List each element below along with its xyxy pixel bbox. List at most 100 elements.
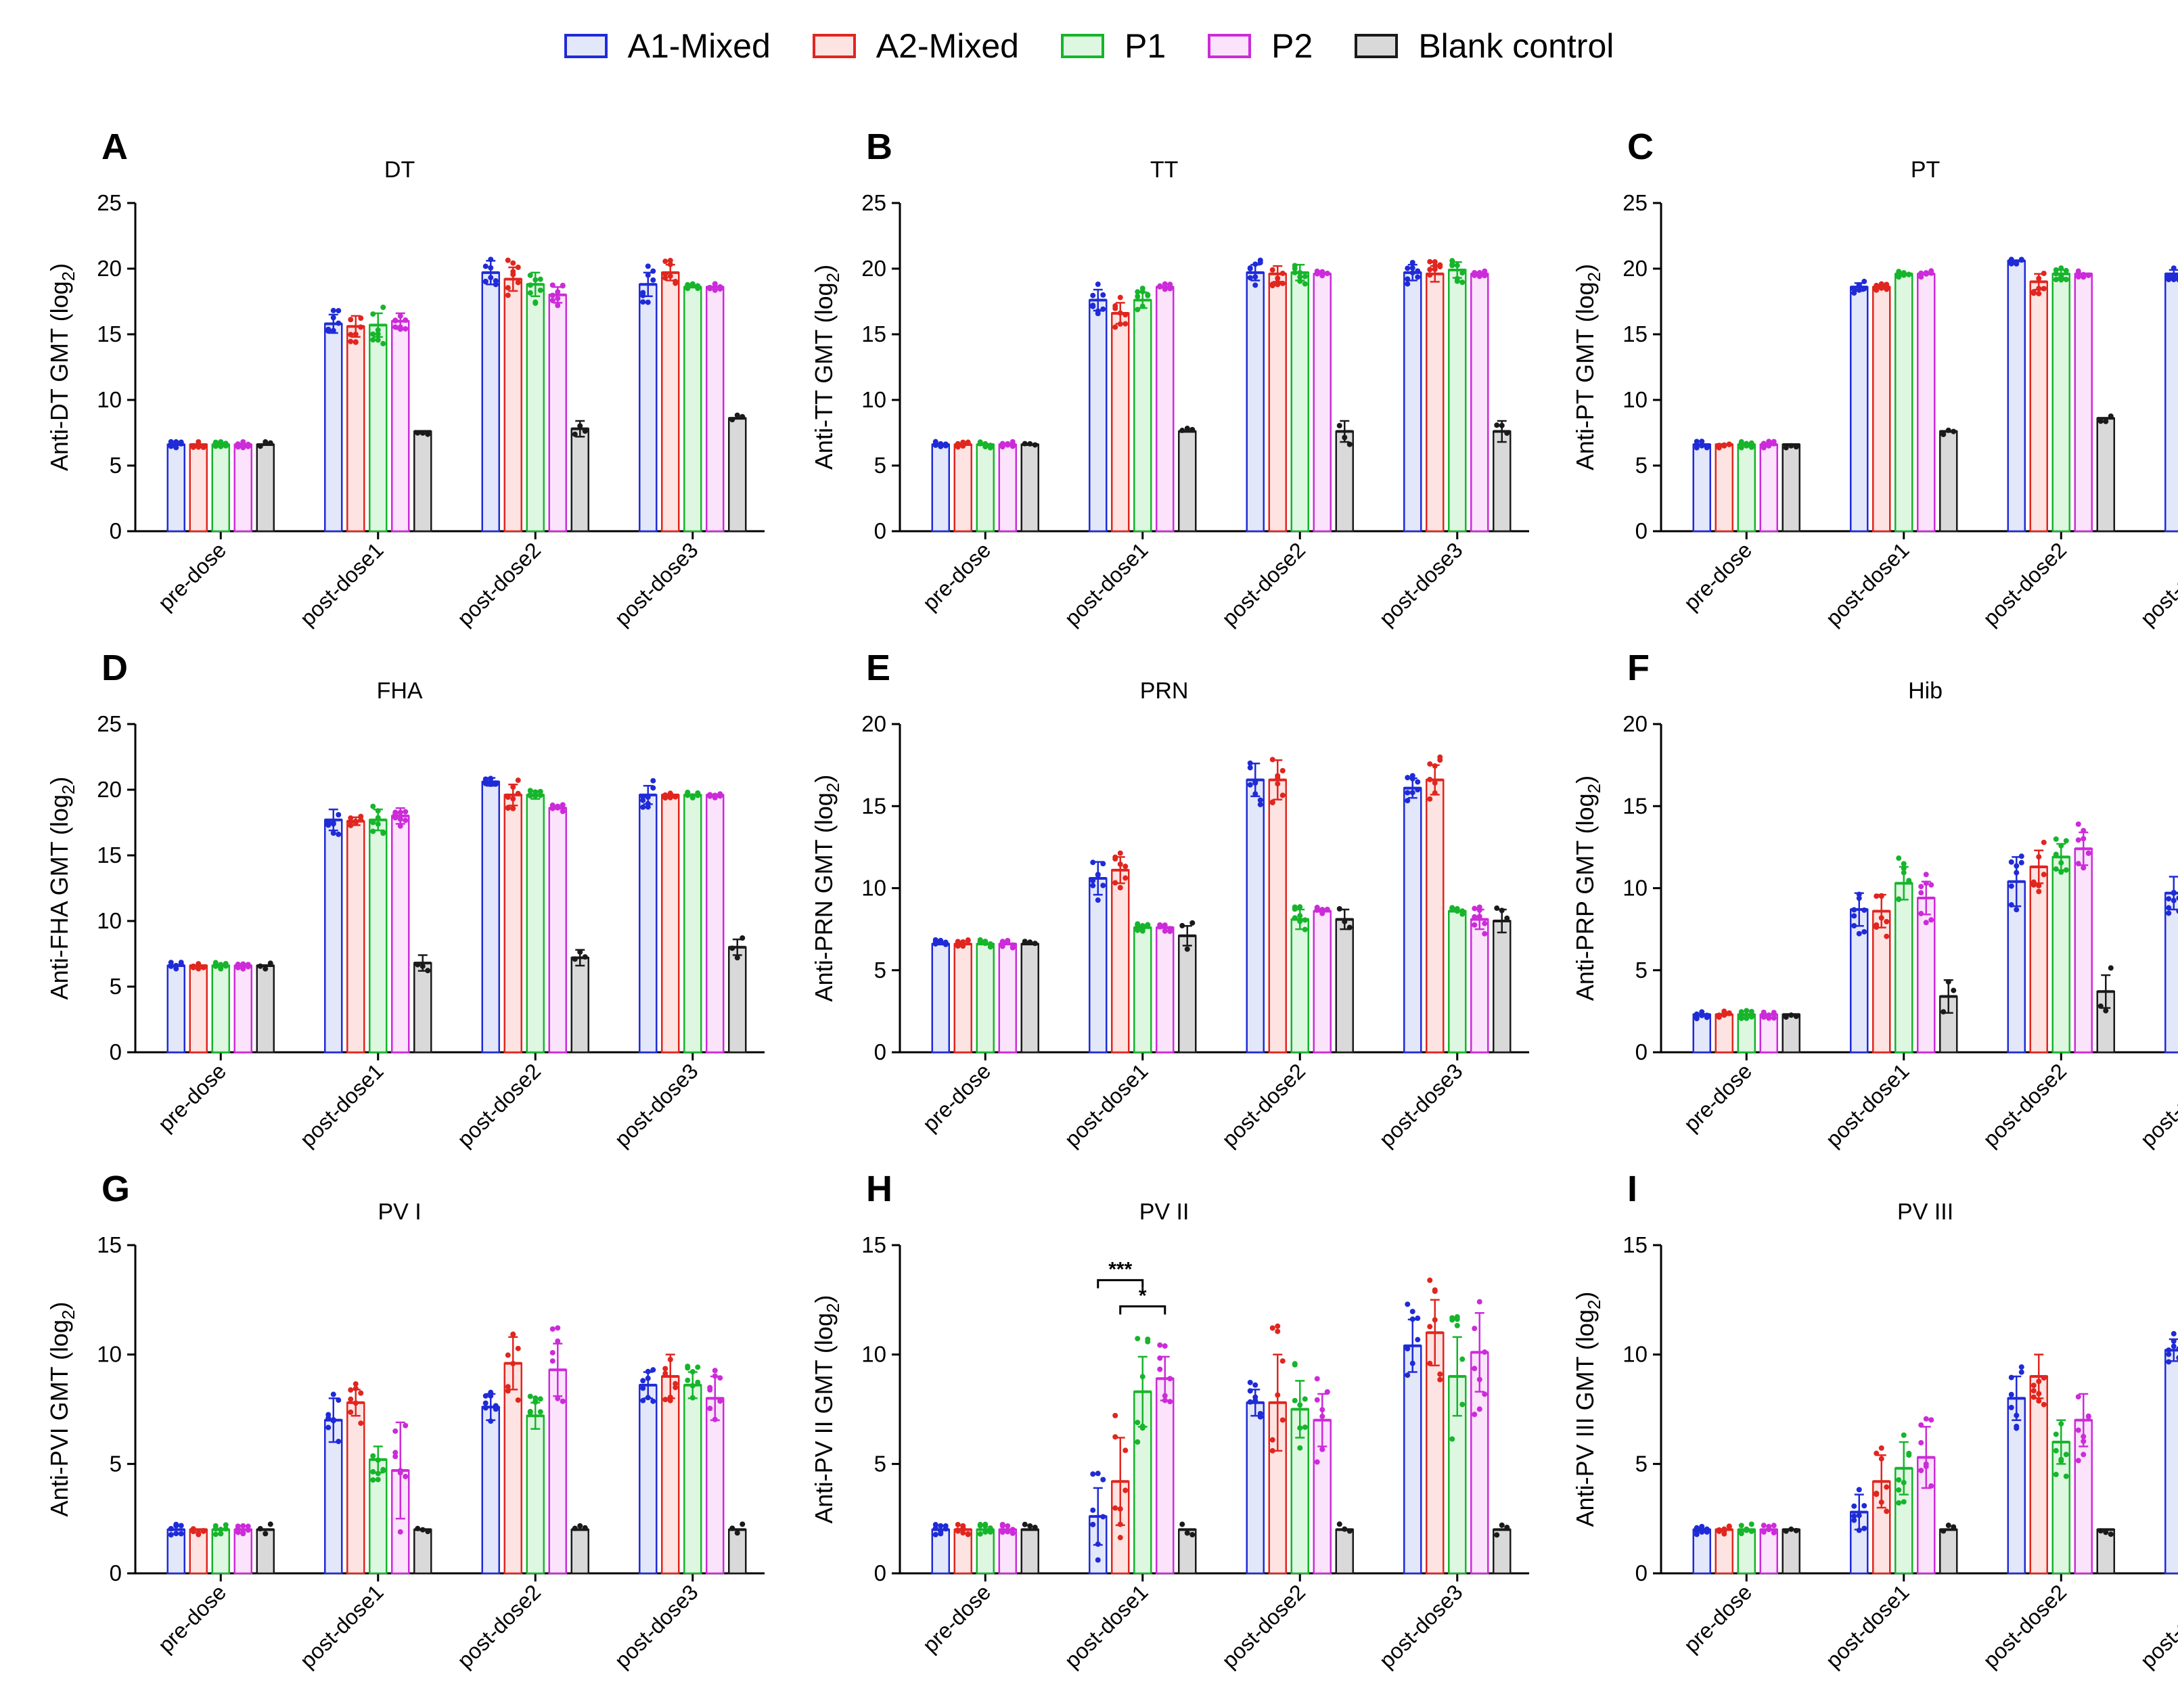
data-point: [336, 1439, 342, 1445]
x-tick-label: post-dose2: [1217, 1579, 1310, 1672]
data-point: [1346, 1528, 1353, 1534]
bar: [1426, 779, 1445, 1054]
data-point: [527, 272, 533, 278]
data-point: [729, 1525, 735, 1531]
bar: [2074, 848, 2093, 1054]
data-point: [1704, 1526, 1710, 1532]
data-point: [1292, 1361, 1298, 1367]
data-point: [1247, 275, 1253, 281]
data-point: [1901, 870, 1907, 876]
data-point: [482, 776, 489, 782]
data-point: [353, 331, 359, 337]
data-point: [938, 1523, 944, 1529]
bar: [706, 286, 725, 533]
data-point: [1415, 268, 1421, 274]
data-point: [1472, 922, 1478, 928]
data-point: [2036, 275, 2042, 282]
data-point: [370, 337, 376, 343]
data-point: [662, 275, 668, 281]
y-axis-label: Anti-PRP GMT (log2): [1571, 776, 1604, 1001]
data-point: [1874, 286, 1880, 292]
bar: [1268, 273, 1287, 533]
data-point: [555, 805, 561, 811]
bar: [1470, 918, 1489, 1054]
data-point: [1405, 798, 1411, 804]
data-point: [173, 439, 179, 445]
data-point: [1179, 922, 1185, 928]
data-point: [218, 1527, 224, 1533]
data-point: [2008, 1391, 2014, 1397]
data-point: [943, 939, 949, 945]
data-point: [645, 272, 651, 278]
bar: [166, 964, 185, 1054]
data-point: [1100, 1514, 1106, 1520]
data-point: [178, 960, 184, 966]
x-tick-label: pre-dose: [153, 1058, 231, 1136]
data-point: [1432, 1317, 1438, 1323]
data-point: [1482, 273, 1488, 279]
data-point: [375, 331, 381, 337]
legend-item-a2-mixed: A2-Mixed: [812, 26, 1019, 66]
data-point: [1167, 282, 1173, 288]
data-point: [1726, 1010, 1732, 1016]
bar: [1426, 273, 1445, 533]
data-point: [1009, 443, 1016, 449]
data-point: [1901, 1432, 1907, 1438]
data-point: [1279, 767, 1286, 773]
data-point: [1704, 443, 1710, 449]
bar: [1917, 273, 1936, 533]
data-point: [1941, 1528, 1947, 1534]
data-point: [1851, 286, 1857, 292]
data-point: [375, 815, 381, 821]
data-point: [510, 260, 516, 266]
data-point: [488, 1418, 494, 1424]
data-point: [1292, 263, 1298, 269]
data-point: [178, 1531, 184, 1537]
data-point: [419, 430, 426, 436]
data-point: [223, 1526, 229, 1532]
data-point: [1788, 443, 1794, 449]
data-point: [1005, 1528, 1011, 1534]
data-point: [1319, 1446, 1325, 1452]
data-point: [510, 1361, 516, 1367]
data-point: [380, 1468, 386, 1474]
data-point: [2018, 853, 2024, 859]
bar: [503, 1362, 522, 1575]
legend: A1-Mixed A2-Mixed P1 P2 Blank control: [0, 19, 2178, 73]
data-point: [1896, 1500, 1902, 1506]
data-point: [1748, 440, 1754, 446]
data-point: [2058, 860, 2064, 866]
bar: [1448, 910, 1467, 1054]
data-point: [1783, 1014, 1789, 1020]
bar: [346, 325, 365, 533]
bar: [503, 278, 522, 533]
data-point: [1269, 757, 1275, 763]
data-point: [707, 284, 713, 290]
data-point: [2075, 1394, 2081, 1400]
data-point: [1275, 275, 1281, 282]
bar: [661, 271, 680, 533]
panel-letter: D: [101, 648, 128, 688]
bar: [1290, 918, 1309, 1054]
legend-item-blank-control: Blank control: [1355, 26, 1614, 66]
bar: [1089, 299, 1108, 533]
data-point: [2030, 1383, 2037, 1389]
data-point: [392, 317, 399, 323]
data-point: [1297, 1445, 1303, 1451]
data-point: [370, 1468, 376, 1475]
data-point: [1095, 311, 1101, 317]
y-tick-label: 20: [1623, 711, 1648, 736]
data-point: [1906, 1452, 1912, 1458]
data-point: [1793, 444, 1799, 450]
bar: [1895, 273, 1913, 533]
data-point: [257, 963, 263, 969]
data-point: [1122, 1487, 1129, 1493]
data-point: [1761, 441, 1767, 447]
data-point: [1135, 307, 1141, 313]
data-point: [330, 1391, 336, 1397]
data-point: [1247, 1388, 1253, 1394]
data-point: [1721, 1528, 1727, 1534]
data-point: [1918, 890, 1924, 896]
data-point: [2166, 1359, 2172, 1365]
bar: [1426, 1332, 1445, 1575]
